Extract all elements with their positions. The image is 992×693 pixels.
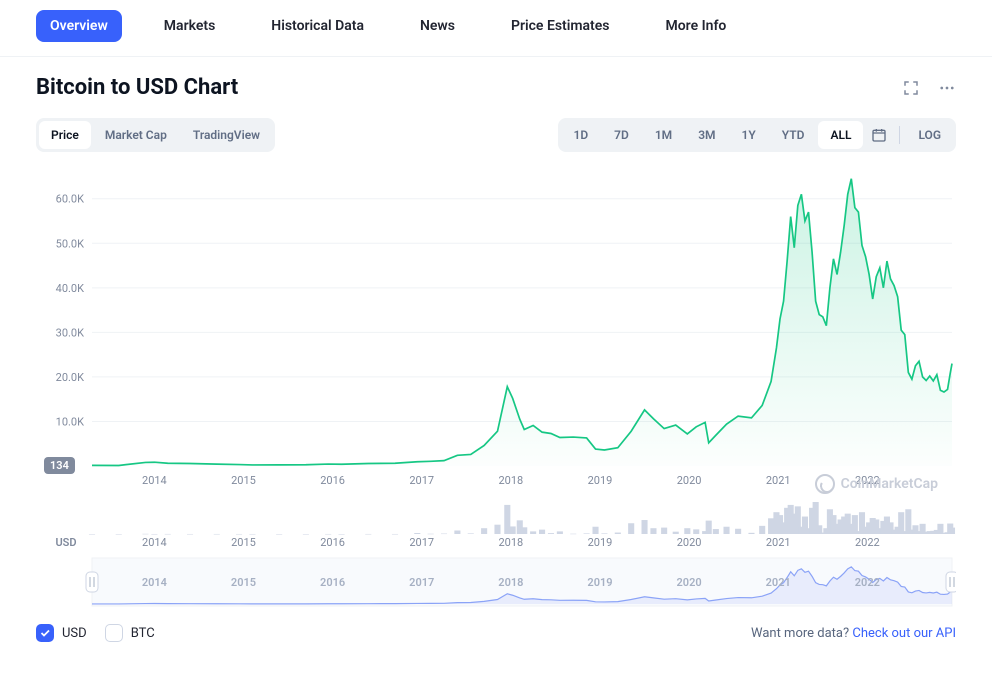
svg-text:30.0K: 30.0K bbox=[56, 326, 84, 339]
svg-text:2017: 2017 bbox=[409, 474, 434, 487]
range-1m[interactable]: 1M bbox=[643, 121, 684, 149]
svg-text:2021: 2021 bbox=[766, 576, 791, 589]
scale-log-toggle[interactable]: LOG bbox=[906, 121, 953, 149]
svg-text:2018: 2018 bbox=[498, 474, 523, 487]
nav-tab-historical-data[interactable]: Historical Data bbox=[257, 10, 378, 42]
svg-text:2018: 2018 bbox=[498, 576, 523, 589]
svg-text:2021: 2021 bbox=[766, 536, 791, 549]
chart-type-tabs: PriceMarket CapTradingView bbox=[36, 118, 275, 152]
svg-text:2016: 2016 bbox=[320, 576, 345, 589]
start-value-badge: 134 bbox=[44, 457, 75, 474]
nav-tab-markets[interactable]: Markets bbox=[150, 10, 230, 42]
legend-usd-toggle[interactable]: USD bbox=[36, 624, 87, 642]
brush-handle-left[interactable] bbox=[86, 572, 98, 592]
price-chart[interactable]: 10.0K 20.0K 30.0K 40.0K 50.0K 60.0K 2014 2015 20… bbox=[36, 166, 956, 496]
nav-tab-news[interactable]: News bbox=[406, 10, 469, 42]
fullscreen-icon[interactable] bbox=[902, 79, 920, 97]
range-1d[interactable]: 1D bbox=[561, 121, 600, 149]
svg-text:20.0K: 20.0K bbox=[56, 371, 84, 384]
svg-text:USD: USD bbox=[55, 536, 76, 549]
svg-text:60.0K: 60.0K bbox=[56, 193, 84, 206]
checkbox-checked-icon bbox=[36, 624, 54, 642]
page-title: Bitcoin to USD Chart bbox=[36, 75, 238, 100]
chart-type-market-cap[interactable]: Market Cap bbox=[93, 121, 179, 149]
svg-text:2014: 2014 bbox=[142, 576, 167, 589]
svg-text:2020: 2020 bbox=[677, 536, 702, 549]
api-prompt: Want more data? Check out our API bbox=[751, 626, 956, 641]
svg-text:2020: 2020 bbox=[677, 474, 702, 487]
svg-text:2017: 2017 bbox=[409, 576, 434, 589]
svg-text:2022: 2022 bbox=[855, 536, 880, 549]
svg-text:2016: 2016 bbox=[320, 536, 345, 549]
volume-chart: USD 2014 2015 2016 2017 2018 2019 2020 2021 2022 bbox=[36, 500, 956, 550]
brush-chart[interactable]: 2014 2015 2016 2017 2018 2019 2020 2021 2022 bbox=[36, 554, 956, 610]
legend-usd-label: USD bbox=[62, 626, 87, 641]
svg-text:2015: 2015 bbox=[231, 474, 256, 487]
watermark: CoinMarketCap bbox=[815, 474, 938, 494]
legend-btc-toggle[interactable]: BTC bbox=[105, 624, 155, 642]
svg-text:2015: 2015 bbox=[231, 536, 256, 549]
nav-tab-overview[interactable]: Overview bbox=[36, 10, 122, 42]
svg-text:2017: 2017 bbox=[409, 536, 434, 549]
nav-tab-more-info[interactable]: More Info bbox=[652, 10, 741, 42]
range-all[interactable]: ALL bbox=[818, 121, 863, 149]
chart-area: 10.0K20.0K30.0K40.0K50.0K60.0K2014201520… bbox=[36, 166, 956, 614]
svg-text:2014: 2014 bbox=[142, 474, 167, 487]
svg-text:40.0K: 40.0K bbox=[56, 282, 84, 295]
title-actions bbox=[902, 79, 956, 97]
page-tabs: Overview Markets Historical Data News Price … bbox=[0, 0, 992, 57]
watermark-text: CoinMarketCap bbox=[841, 476, 938, 492]
svg-text:2020: 2020 bbox=[677, 576, 702, 589]
range-controls: 1D7D1M3M1YYTDALL LOG bbox=[558, 118, 956, 152]
svg-text:2014: 2014 bbox=[142, 536, 167, 549]
range-ytd[interactable]: YTD bbox=[770, 121, 817, 149]
calendar-icon[interactable] bbox=[865, 127, 893, 143]
more-icon[interactable] bbox=[938, 79, 956, 97]
svg-text:2015: 2015 bbox=[231, 576, 256, 589]
svg-text:2019: 2019 bbox=[587, 576, 612, 589]
range-1y[interactable]: 1Y bbox=[730, 121, 768, 149]
chart-type-price[interactable]: Price bbox=[39, 121, 91, 149]
legend: USD BTC bbox=[36, 624, 155, 642]
watermark-icon bbox=[815, 474, 835, 494]
svg-text:10.0K: 10.0K bbox=[56, 415, 84, 428]
svg-text:2019: 2019 bbox=[588, 536, 613, 549]
range-3m[interactable]: 3M bbox=[686, 121, 727, 149]
nav-tab-price-estimates[interactable]: Price Estimates bbox=[497, 10, 624, 42]
checkbox-unchecked-icon bbox=[105, 624, 123, 642]
chart-type-tradingview[interactable]: TradingView bbox=[181, 121, 272, 149]
title-row: Bitcoin to USD Chart bbox=[36, 75, 956, 100]
legend-btc-label: BTC bbox=[131, 626, 155, 641]
svg-text:2021: 2021 bbox=[766, 474, 791, 487]
svg-text:2016: 2016 bbox=[320, 474, 345, 487]
svg-text:2019: 2019 bbox=[588, 474, 613, 487]
range-7d[interactable]: 7D bbox=[602, 121, 641, 149]
svg-text:50.0K: 50.0K bbox=[56, 237, 84, 250]
api-link[interactable]: Check out our API bbox=[852, 626, 956, 641]
svg-text:2022: 2022 bbox=[855, 576, 880, 589]
svg-text:2018: 2018 bbox=[498, 536, 523, 549]
